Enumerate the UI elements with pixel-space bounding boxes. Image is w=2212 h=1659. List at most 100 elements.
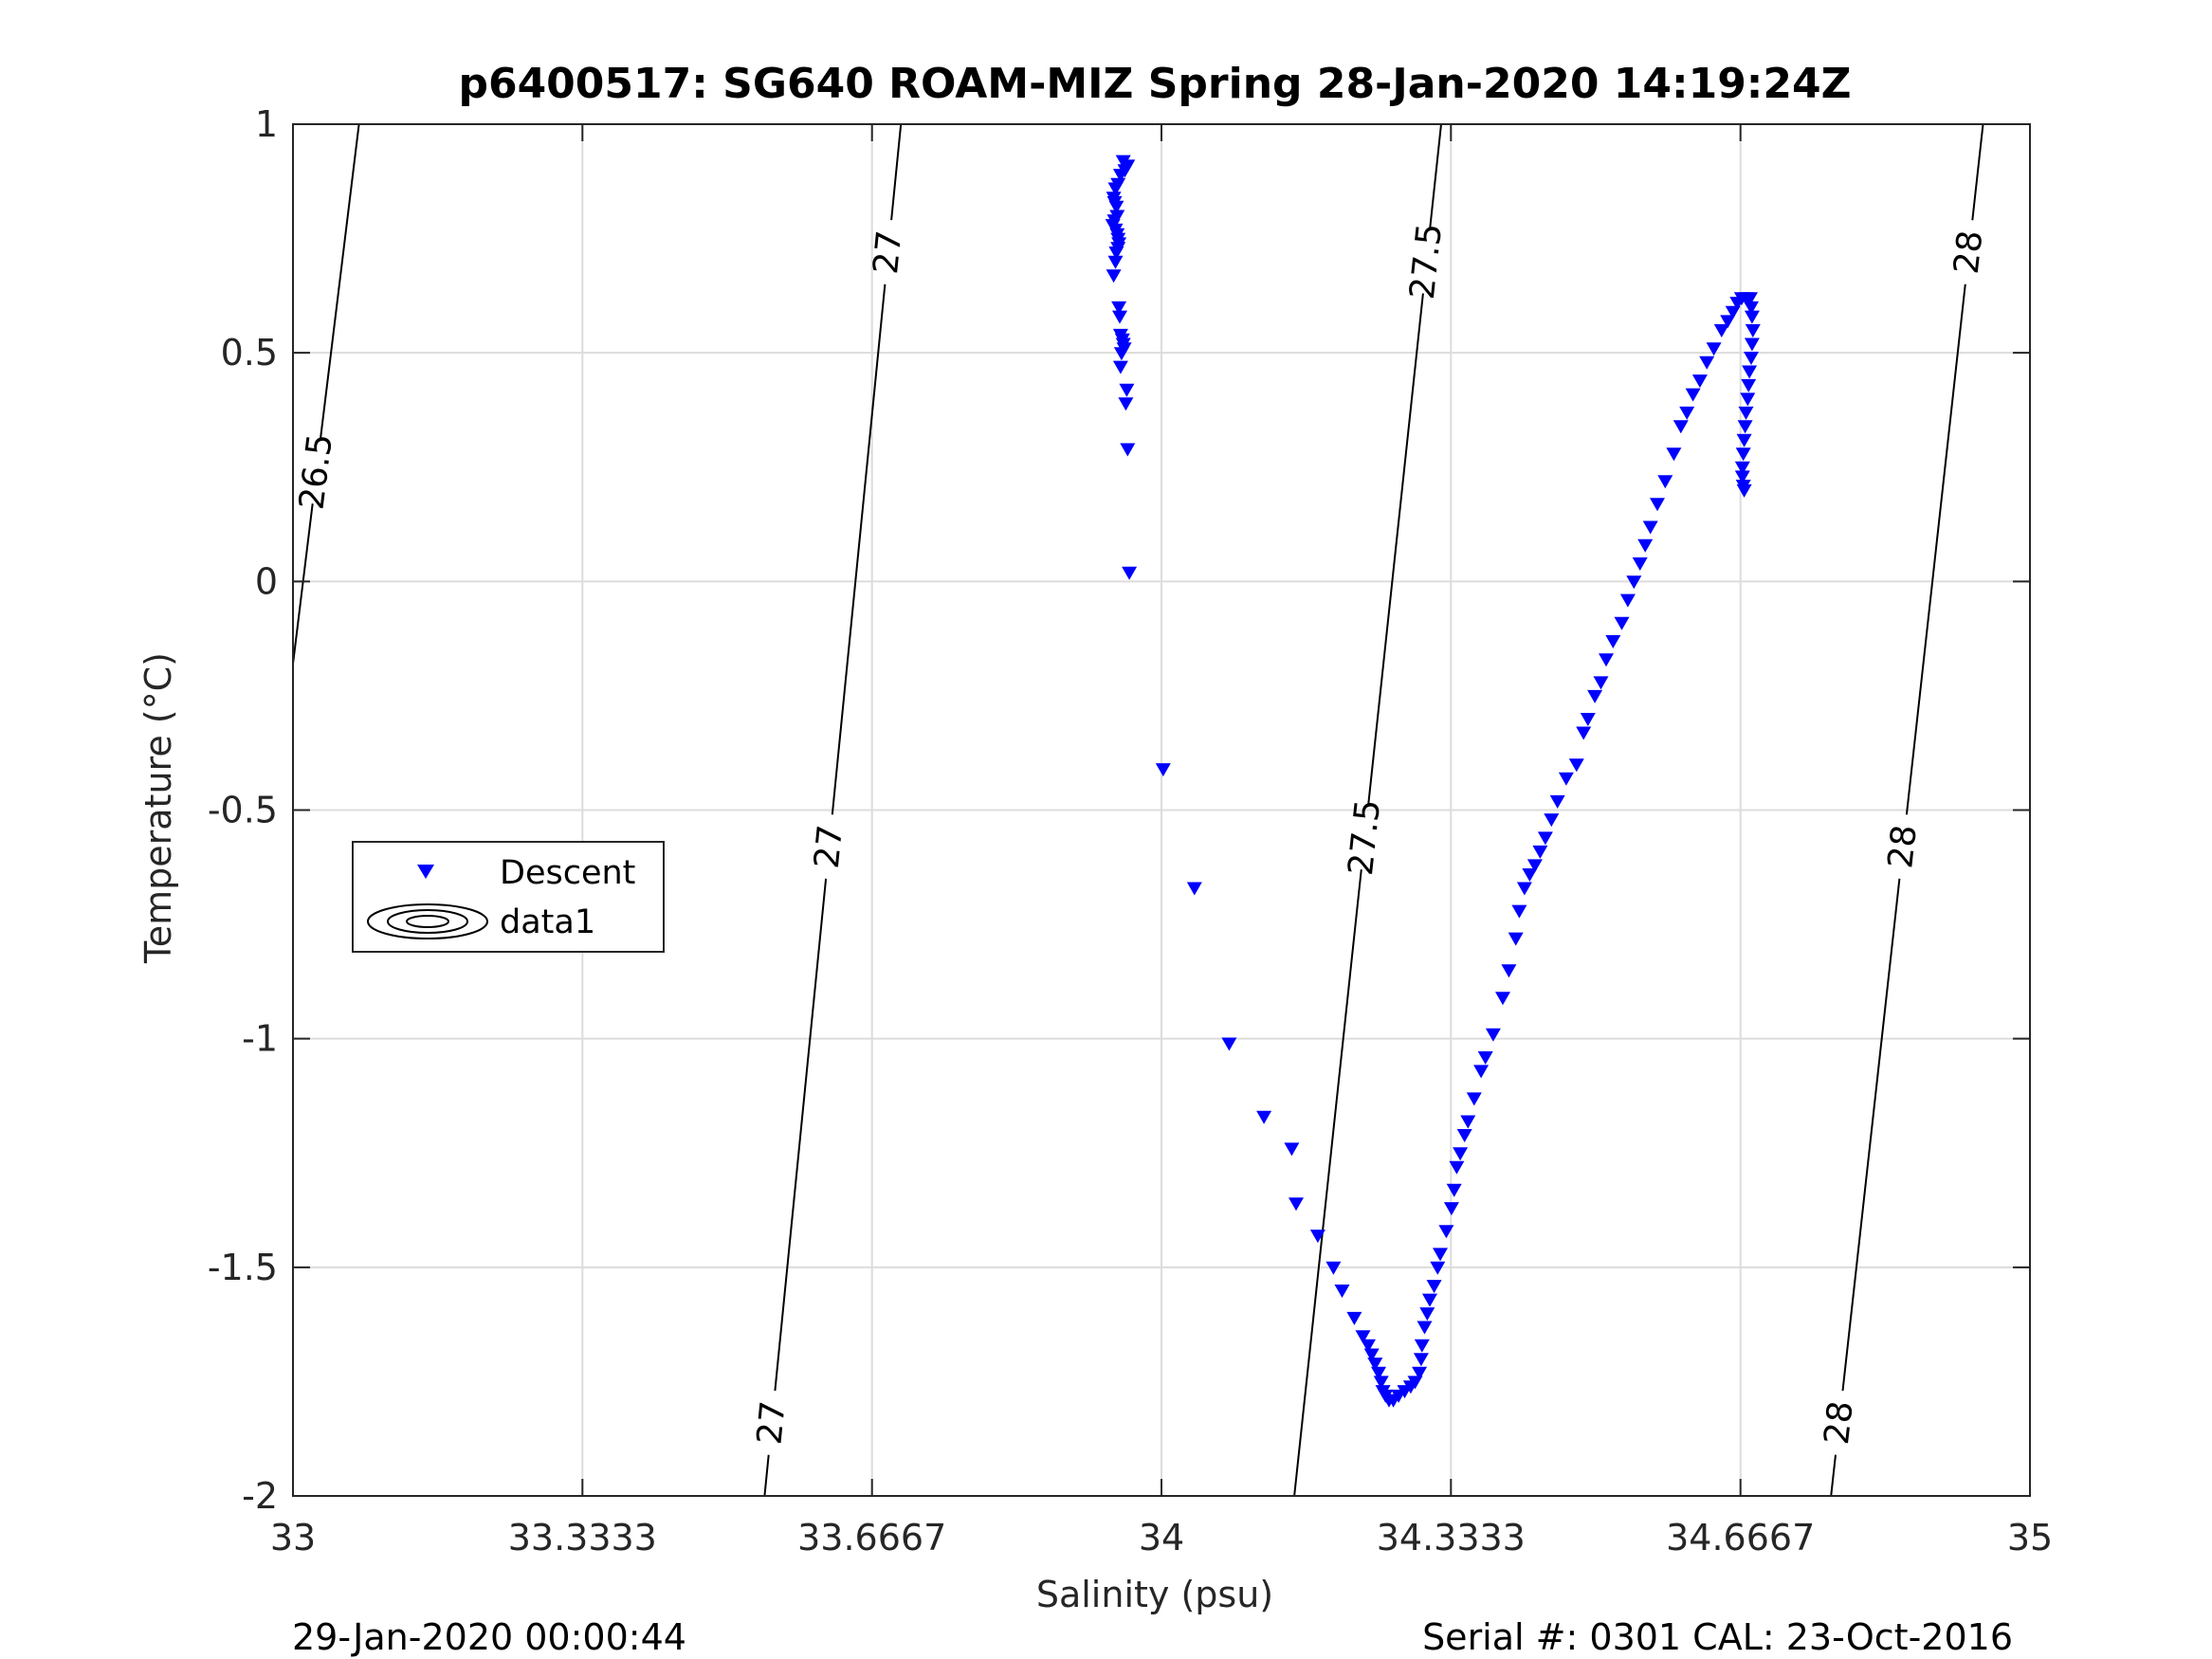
- footer-serial-cal: Serial #: 0301 CAL: 23-Oct-2016: [1422, 1616, 2013, 1658]
- descent-point: [1460, 1115, 1476, 1129]
- x-axis-label: Salinity (psu): [1036, 1574, 1273, 1615]
- descent-point: [1367, 1358, 1383, 1372]
- descent-point: [1284, 1142, 1300, 1157]
- descent-point: [1516, 882, 1532, 896]
- descent-point: [1112, 310, 1127, 324]
- x-tick-label: 33.3333: [508, 1517, 657, 1559]
- density-contours: 26.5 27 27 27 27.5 27.5 28 28 28: [292, 123, 1990, 1497]
- contour-label: 27.5: [1403, 222, 1450, 301]
- legend-entry-descent: Descent: [500, 854, 635, 892]
- descent-point: [1725, 305, 1741, 319]
- descent-point: [1642, 520, 1658, 535]
- descent-point: [1107, 182, 1124, 196]
- descent-point: [1532, 845, 1548, 859]
- contour-line-28: [1830, 123, 1984, 1497]
- descent-series: [1105, 155, 1761, 1408]
- descent-point: [1740, 392, 1756, 407]
- y-tick-label: 0.5: [221, 332, 278, 374]
- descent-point: [1256, 1110, 1272, 1124]
- descent-point: [1741, 378, 1757, 392]
- descent-point: [1736, 483, 1752, 498]
- x-tick-label: 33.6667: [797, 1517, 946, 1559]
- x-tick-label: 34.6667: [1666, 1517, 1815, 1559]
- descent-point: [1537, 831, 1553, 846]
- descent-point: [1580, 713, 1596, 726]
- descent-point: [1511, 904, 1527, 919]
- descent-point: [1112, 169, 1128, 183]
- descent-point: [1544, 813, 1560, 828]
- y-tick-label: 1: [255, 103, 278, 145]
- descent-point: [1706, 342, 1722, 356]
- contour-label: 27: [867, 228, 909, 276]
- descent-point: [1666, 447, 1682, 462]
- descent-point: [1619, 593, 1636, 608]
- descent-point: [1413, 1353, 1429, 1367]
- descent-point: [1605, 635, 1621, 648]
- descent-point: [1325, 1261, 1342, 1275]
- descent-point: [1485, 1028, 1501, 1042]
- descent-point: [1737, 420, 1753, 434]
- descent-point: [1111, 301, 1127, 315]
- descent-point: [1334, 1285, 1350, 1298]
- descent-point: [1414, 1339, 1430, 1353]
- x-tick-label: 34.3333: [1377, 1517, 1526, 1559]
- descent-point: [1113, 347, 1129, 361]
- descent-point: [1106, 269, 1122, 283]
- x-tick-label: 35: [2007, 1517, 2053, 1559]
- descent-point: [1363, 1348, 1380, 1362]
- descent-point: [1614, 616, 1630, 630]
- legend-contour-icon: [367, 903, 488, 939]
- legend: Descent data1: [352, 841, 665, 953]
- descent-point: [1407, 1376, 1423, 1390]
- descent-point: [1568, 758, 1584, 773]
- descent-point: [1186, 882, 1202, 896]
- descent-point: [1118, 397, 1134, 411]
- descent-point: [1108, 246, 1124, 261]
- descent-point: [1637, 538, 1654, 553]
- y-tick-label: -1: [242, 1018, 278, 1060]
- descent-point: [1744, 352, 1759, 365]
- descent-point: [1699, 356, 1715, 370]
- descent-point: [1501, 964, 1517, 978]
- contour-label: 28: [1818, 1399, 1861, 1447]
- descent-point: [1549, 794, 1565, 809]
- descent-point: [1438, 1225, 1454, 1239]
- descent-point: [1433, 1248, 1448, 1262]
- descent-point: [1738, 406, 1754, 420]
- legend-descent-marker-icon: [417, 865, 434, 879]
- descent-point: [1593, 676, 1609, 690]
- descent-point: [1587, 689, 1603, 703]
- descent-point: [1449, 1160, 1465, 1175]
- descent-point: [1743, 292, 1758, 306]
- descent-point: [1221, 1037, 1237, 1051]
- x-tick-label: 34: [1139, 1517, 1184, 1559]
- contour-line-26-5: [292, 123, 360, 665]
- descent-point: [1526, 859, 1543, 873]
- legend-box: [352, 841, 665, 953]
- descent-point: [1430, 1261, 1446, 1275]
- y-tick-label: 0: [255, 560, 278, 602]
- descent-point: [1453, 1147, 1469, 1161]
- descent-point: [1371, 1366, 1386, 1380]
- descent-point: [1473, 1065, 1490, 1079]
- contour-label: 27: [750, 1399, 793, 1447]
- descent-point: [1107, 255, 1124, 269]
- descent-point: [1720, 315, 1736, 329]
- descent-point: [1426, 1280, 1442, 1294]
- descent-point: [1443, 1202, 1459, 1216]
- x-tick-label: 33: [270, 1517, 316, 1559]
- descent-point: [1576, 726, 1592, 740]
- descent-point: [1735, 447, 1751, 462]
- contour-label: 27.5: [1342, 797, 1388, 877]
- descent-point: [1744, 301, 1759, 315]
- descent-point: [1685, 388, 1701, 402]
- descent-point: [1108, 200, 1124, 214]
- descent-point: [1508, 932, 1524, 946]
- descent-point: [1742, 365, 1758, 379]
- descent-point: [1120, 443, 1136, 457]
- descent-point: [1736, 433, 1752, 447]
- descent-point: [1495, 992, 1510, 1006]
- contour-label: 27: [808, 823, 850, 870]
